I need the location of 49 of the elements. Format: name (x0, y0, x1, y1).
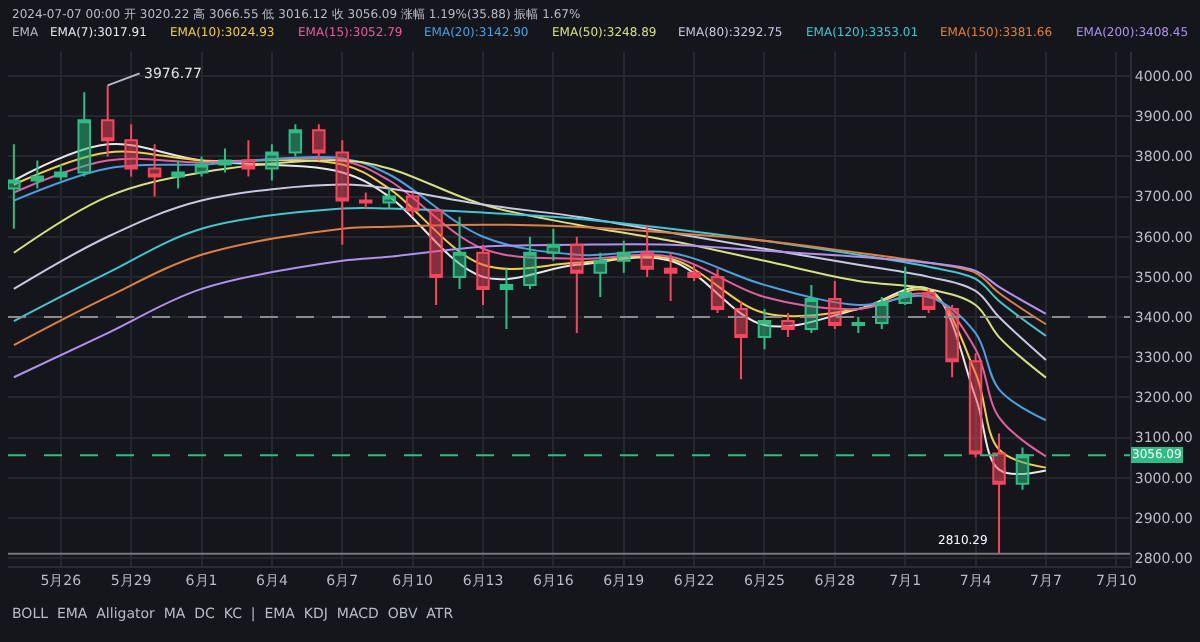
candlestick (570, 235, 584, 335)
candlestick (804, 283, 819, 335)
candlestick (335, 139, 349, 246)
candlestick (898, 265, 912, 306)
candlestick (616, 239, 631, 274)
candlestick (429, 207, 443, 306)
line-series (12, 183, 1047, 361)
candlestick (452, 215, 467, 290)
candlestick (8, 143, 21, 230)
candlestick (77, 91, 91, 178)
line-series (12, 206, 1047, 337)
candlestick (147, 143, 162, 198)
candlestick (288, 123, 303, 158)
candlestick (968, 352, 983, 459)
candlestick (663, 251, 678, 302)
candlestick (875, 295, 889, 331)
candlestick (828, 279, 842, 331)
candlestick (921, 287, 936, 315)
candlestick (54, 163, 68, 182)
line-series (12, 223, 1047, 347)
candlestick (265, 143, 279, 182)
line-series (12, 159, 1047, 379)
candlestick (523, 235, 537, 290)
candlestick (851, 316, 866, 335)
candlestick (312, 123, 326, 162)
candlestick (992, 432, 1006, 555)
candlestick (640, 223, 654, 278)
candlestick (476, 243, 490, 306)
candlestick (757, 308, 772, 351)
candlestick (382, 187, 396, 210)
candlestick (218, 147, 232, 174)
candlestick (593, 251, 608, 298)
candlestick (194, 155, 209, 178)
candlestick (30, 159, 45, 190)
candlestick (171, 159, 185, 190)
candlestick (546, 227, 561, 262)
candlestick (734, 299, 748, 381)
candlestick (241, 139, 256, 178)
candlestick (124, 123, 138, 178)
candlestick (687, 263, 701, 282)
line-series (12, 243, 1047, 379)
candlestick (405, 191, 420, 218)
candlestick (710, 267, 725, 315)
candlestick (945, 303, 959, 379)
candlestick (358, 191, 373, 210)
candlestick (1015, 446, 1030, 491)
candlestick (499, 267, 514, 331)
candlestick (100, 84, 115, 158)
candlestick (781, 312, 795, 339)
